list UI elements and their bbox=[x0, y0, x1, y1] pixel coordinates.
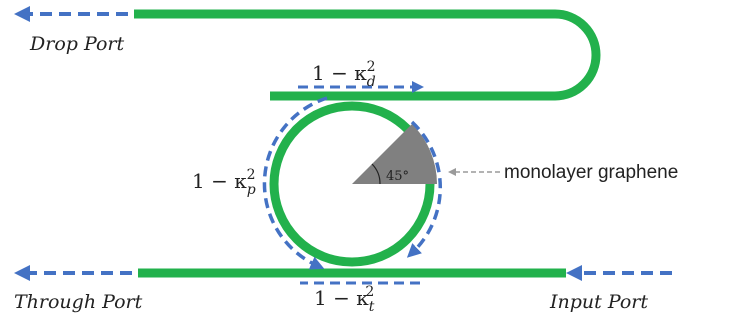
ring-coupling-label: 1 − κp2 bbox=[192, 167, 256, 198]
drop-port-label: Drop Port bbox=[29, 33, 124, 55]
through-coupling-label: 1 − κt2 bbox=[314, 284, 375, 315]
graphene-sector bbox=[352, 124, 437, 184]
input-port-label: Input Port bbox=[549, 291, 648, 313]
drop-bus-waveguide bbox=[134, 9, 601, 101]
graphene-callout-label: monolayer graphene bbox=[504, 162, 678, 183]
ring-circulation-arrow bbox=[406, 120, 442, 258]
through-port-label: Through Port bbox=[14, 291, 143, 313]
drop-coupling-label: 1 − κd2 bbox=[312, 59, 376, 90]
angle-arc bbox=[371, 163, 381, 185]
angle-label: 45° bbox=[386, 169, 409, 184]
